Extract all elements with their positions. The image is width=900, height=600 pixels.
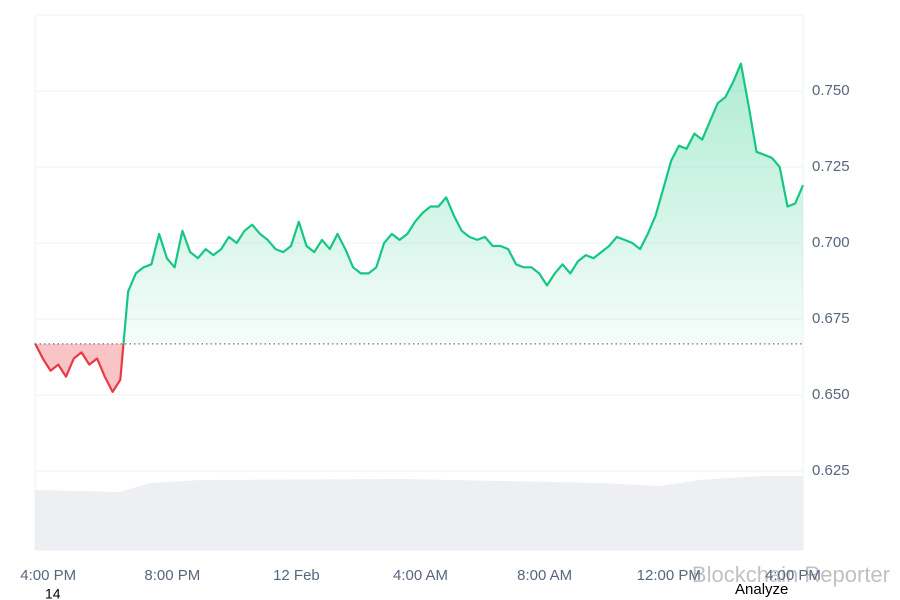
y-tick-label: 0.700 (812, 234, 850, 251)
volume-area (35, 476, 803, 550)
x-tick-label: 4:00 PM (20, 567, 76, 584)
x-tick-label: 4:00 AM (393, 567, 448, 584)
price-area (35, 63, 803, 392)
y-tick-label: 0.725 (812, 158, 850, 175)
x-tick-label: 12:00 PM (637, 567, 701, 584)
y-tick-label: 0.625 (812, 462, 850, 479)
x-tick-label: 12 Feb (273, 567, 320, 584)
price-line (34, 62, 805, 393)
y-tick-label: 0.650 (812, 386, 850, 403)
y-tick-label: 0.675 (812, 310, 850, 327)
watermark: Blockchain Reporter (692, 562, 890, 587)
annotation: 14 (45, 586, 61, 600)
x-tick-label: 8:00 PM (144, 567, 200, 584)
x-tick-label: 8:00 AM (517, 567, 572, 584)
annotation: Analyze (735, 581, 788, 598)
y-tick-label: 0.750 (812, 82, 850, 99)
x-tick-label: 4:00 PM (765, 567, 821, 584)
